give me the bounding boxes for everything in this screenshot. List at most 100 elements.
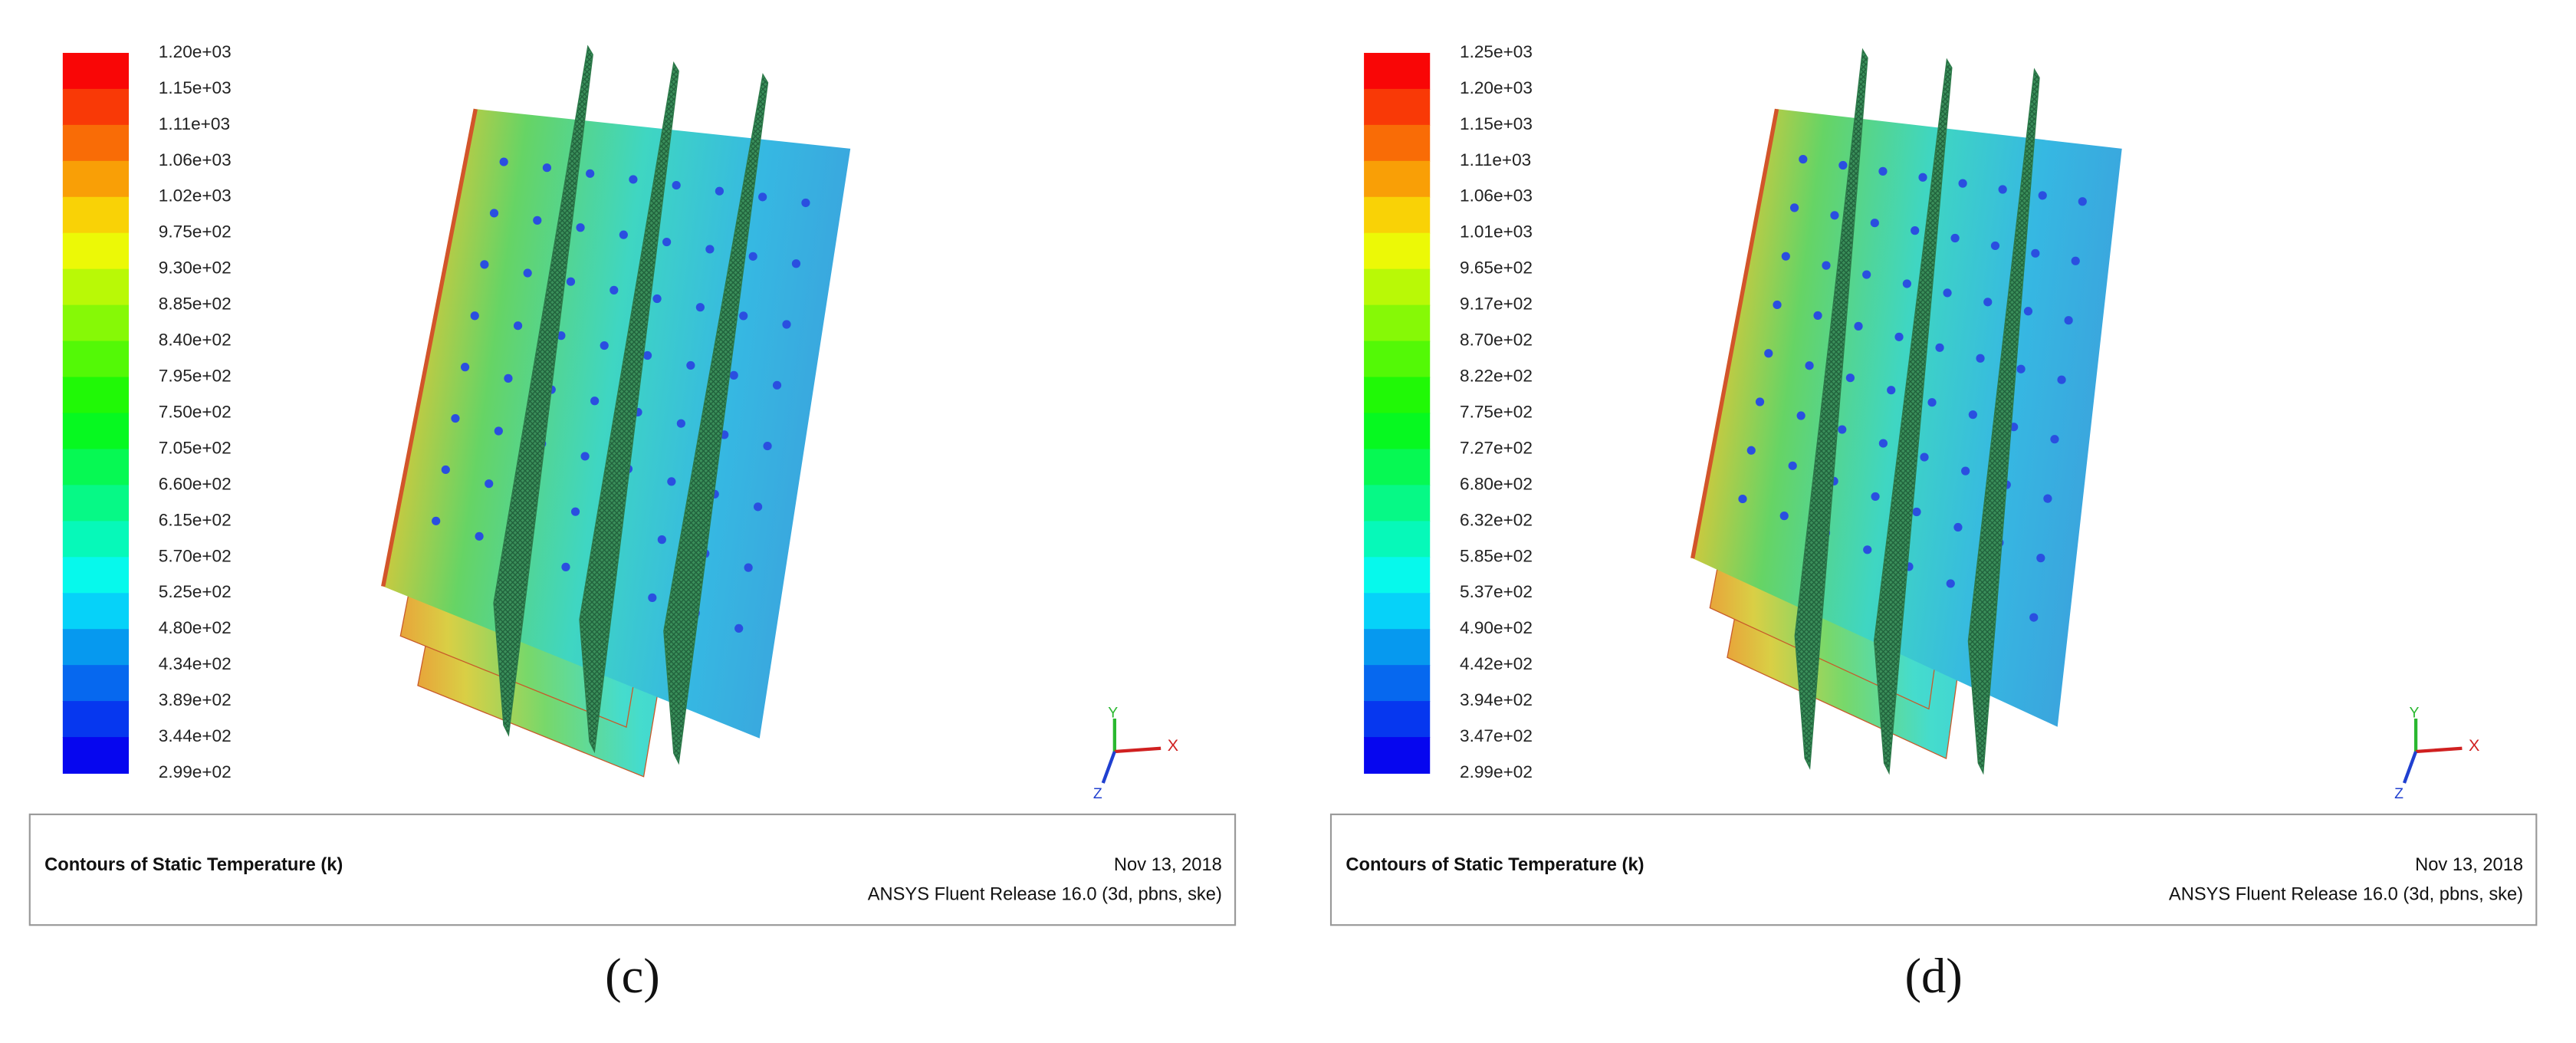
colorbar-label: 1.11e+03 <box>159 114 230 133</box>
tube-dot <box>1755 397 1765 406</box>
tube-dot <box>1961 466 1970 475</box>
tube-dot <box>1887 386 1896 395</box>
tube-dot <box>1958 179 1967 188</box>
date: Nov 13, 2018 <box>1114 855 1222 875</box>
tube-dot <box>1870 219 1879 228</box>
tube-dot <box>619 230 628 239</box>
tube-dot <box>499 157 508 166</box>
colorbar-label: 1.15e+03 <box>1460 114 1533 133</box>
tube-dot <box>1878 439 1888 448</box>
tube-dot <box>513 321 523 331</box>
tube-dot <box>1862 270 1871 279</box>
tube-dot <box>1830 211 1839 220</box>
tube-dot <box>485 479 494 489</box>
colorbar-label: 1.11e+03 <box>1460 150 1531 169</box>
tube-dot <box>1943 288 1952 298</box>
tube-dot <box>1838 425 1847 434</box>
colorbar-band <box>62 160 129 198</box>
colorbar-label: 8.70e+02 <box>1460 331 1533 350</box>
colorbar-label: 9.65e+02 <box>1460 258 1533 278</box>
fin <box>579 61 679 754</box>
axis-y-label: Y <box>2409 705 2419 722</box>
tube-dot <box>1796 411 1806 420</box>
colorbar-band <box>62 304 129 342</box>
colorbar-band <box>1364 449 1431 486</box>
tube-dot <box>1998 185 2007 194</box>
colorbar-label: 3.44e+02 <box>159 726 232 745</box>
colorbar-label: 3.47e+02 <box>1460 726 1533 745</box>
fin <box>493 44 593 737</box>
colorbar-label: 1.06e+03 <box>1460 186 1533 206</box>
tube-dot <box>782 320 791 329</box>
tube-dot <box>470 311 479 321</box>
axis-z-label: Z <box>2394 785 2404 802</box>
colorbar-band <box>62 52 129 90</box>
release: ANSYS Fluent Release 16.0 (3d, pbns, ske… <box>868 885 1222 905</box>
tube-dot <box>441 465 450 475</box>
tube-dot <box>1953 522 1963 532</box>
colorbar-label: 8.22e+02 <box>1460 367 1533 386</box>
colorbar-band <box>1364 160 1431 198</box>
colorbar-band <box>1364 232 1431 270</box>
colorbar-band <box>1364 88 1431 126</box>
tube-dot <box>1912 507 1921 517</box>
tube-dot <box>1894 332 1904 341</box>
colorbar-band <box>1364 557 1431 594</box>
colorbar-label: 9.30e+02 <box>159 258 232 278</box>
tube-dot <box>489 209 499 218</box>
colorbar-band <box>1364 377 1431 414</box>
tube-dot <box>1773 300 1782 310</box>
tube-dot <box>610 285 619 294</box>
axis-x-label: X <box>2469 736 2479 755</box>
axis-z <box>1101 751 1116 784</box>
colorbar-label: 7.05e+02 <box>159 438 232 457</box>
colorbar-label: 1.02e+03 <box>159 186 232 206</box>
axis-x-label: X <box>1168 736 1178 755</box>
tube-dot <box>1983 298 1993 307</box>
axis-x <box>1114 746 1162 754</box>
colorbar-band <box>62 413 129 450</box>
tube-dot <box>2043 494 2052 503</box>
colorbar-label: 5.25e+02 <box>159 582 232 601</box>
colorbar-band <box>1364 701 1431 738</box>
tube-dot <box>629 175 638 184</box>
tube-dot <box>1738 494 1747 504</box>
colorbar-band <box>62 629 129 666</box>
tube-dot <box>1902 279 1911 288</box>
tube-dot <box>1871 492 1880 502</box>
colorbar-band <box>62 737 129 774</box>
tube-dot <box>2016 364 2026 373</box>
tube-dot <box>1990 241 2000 251</box>
tube-dot <box>1946 579 1955 588</box>
tube-dot <box>744 563 753 572</box>
tube-dot <box>2050 435 2059 444</box>
colorbar-label: 6.60e+02 <box>159 474 232 493</box>
tube-dot <box>1920 452 1929 462</box>
tube-dot <box>642 350 652 360</box>
tube-dot <box>1799 155 1808 164</box>
colorbar-band <box>62 268 129 306</box>
colorbar-band <box>62 521 129 558</box>
caption: Contours of Static Temperature (k) <box>44 855 343 875</box>
tube-dot <box>523 268 532 278</box>
fin <box>1967 67 2040 775</box>
tube-dot <box>1927 398 1937 407</box>
colorbar-label: 8.85e+02 <box>159 294 232 314</box>
colorbar-band <box>62 124 129 162</box>
tube-dot <box>667 477 676 486</box>
colorbar-label: 7.75e+02 <box>1460 402 1533 421</box>
tube-dot <box>2064 316 2073 325</box>
tube-dot <box>2078 197 2087 206</box>
plate-edge <box>1691 108 1779 559</box>
tube-dot <box>705 245 715 254</box>
colorbar-label: 4.80e+02 <box>159 618 232 637</box>
fin <box>1873 58 1953 775</box>
tube-dot <box>1788 461 1797 470</box>
tube-dot <box>1838 160 1848 170</box>
tube-dot <box>590 396 600 406</box>
colorbar-label: 1.20e+03 <box>1460 78 1533 97</box>
tube-dot <box>1976 354 1985 363</box>
plate-edge <box>381 108 478 587</box>
